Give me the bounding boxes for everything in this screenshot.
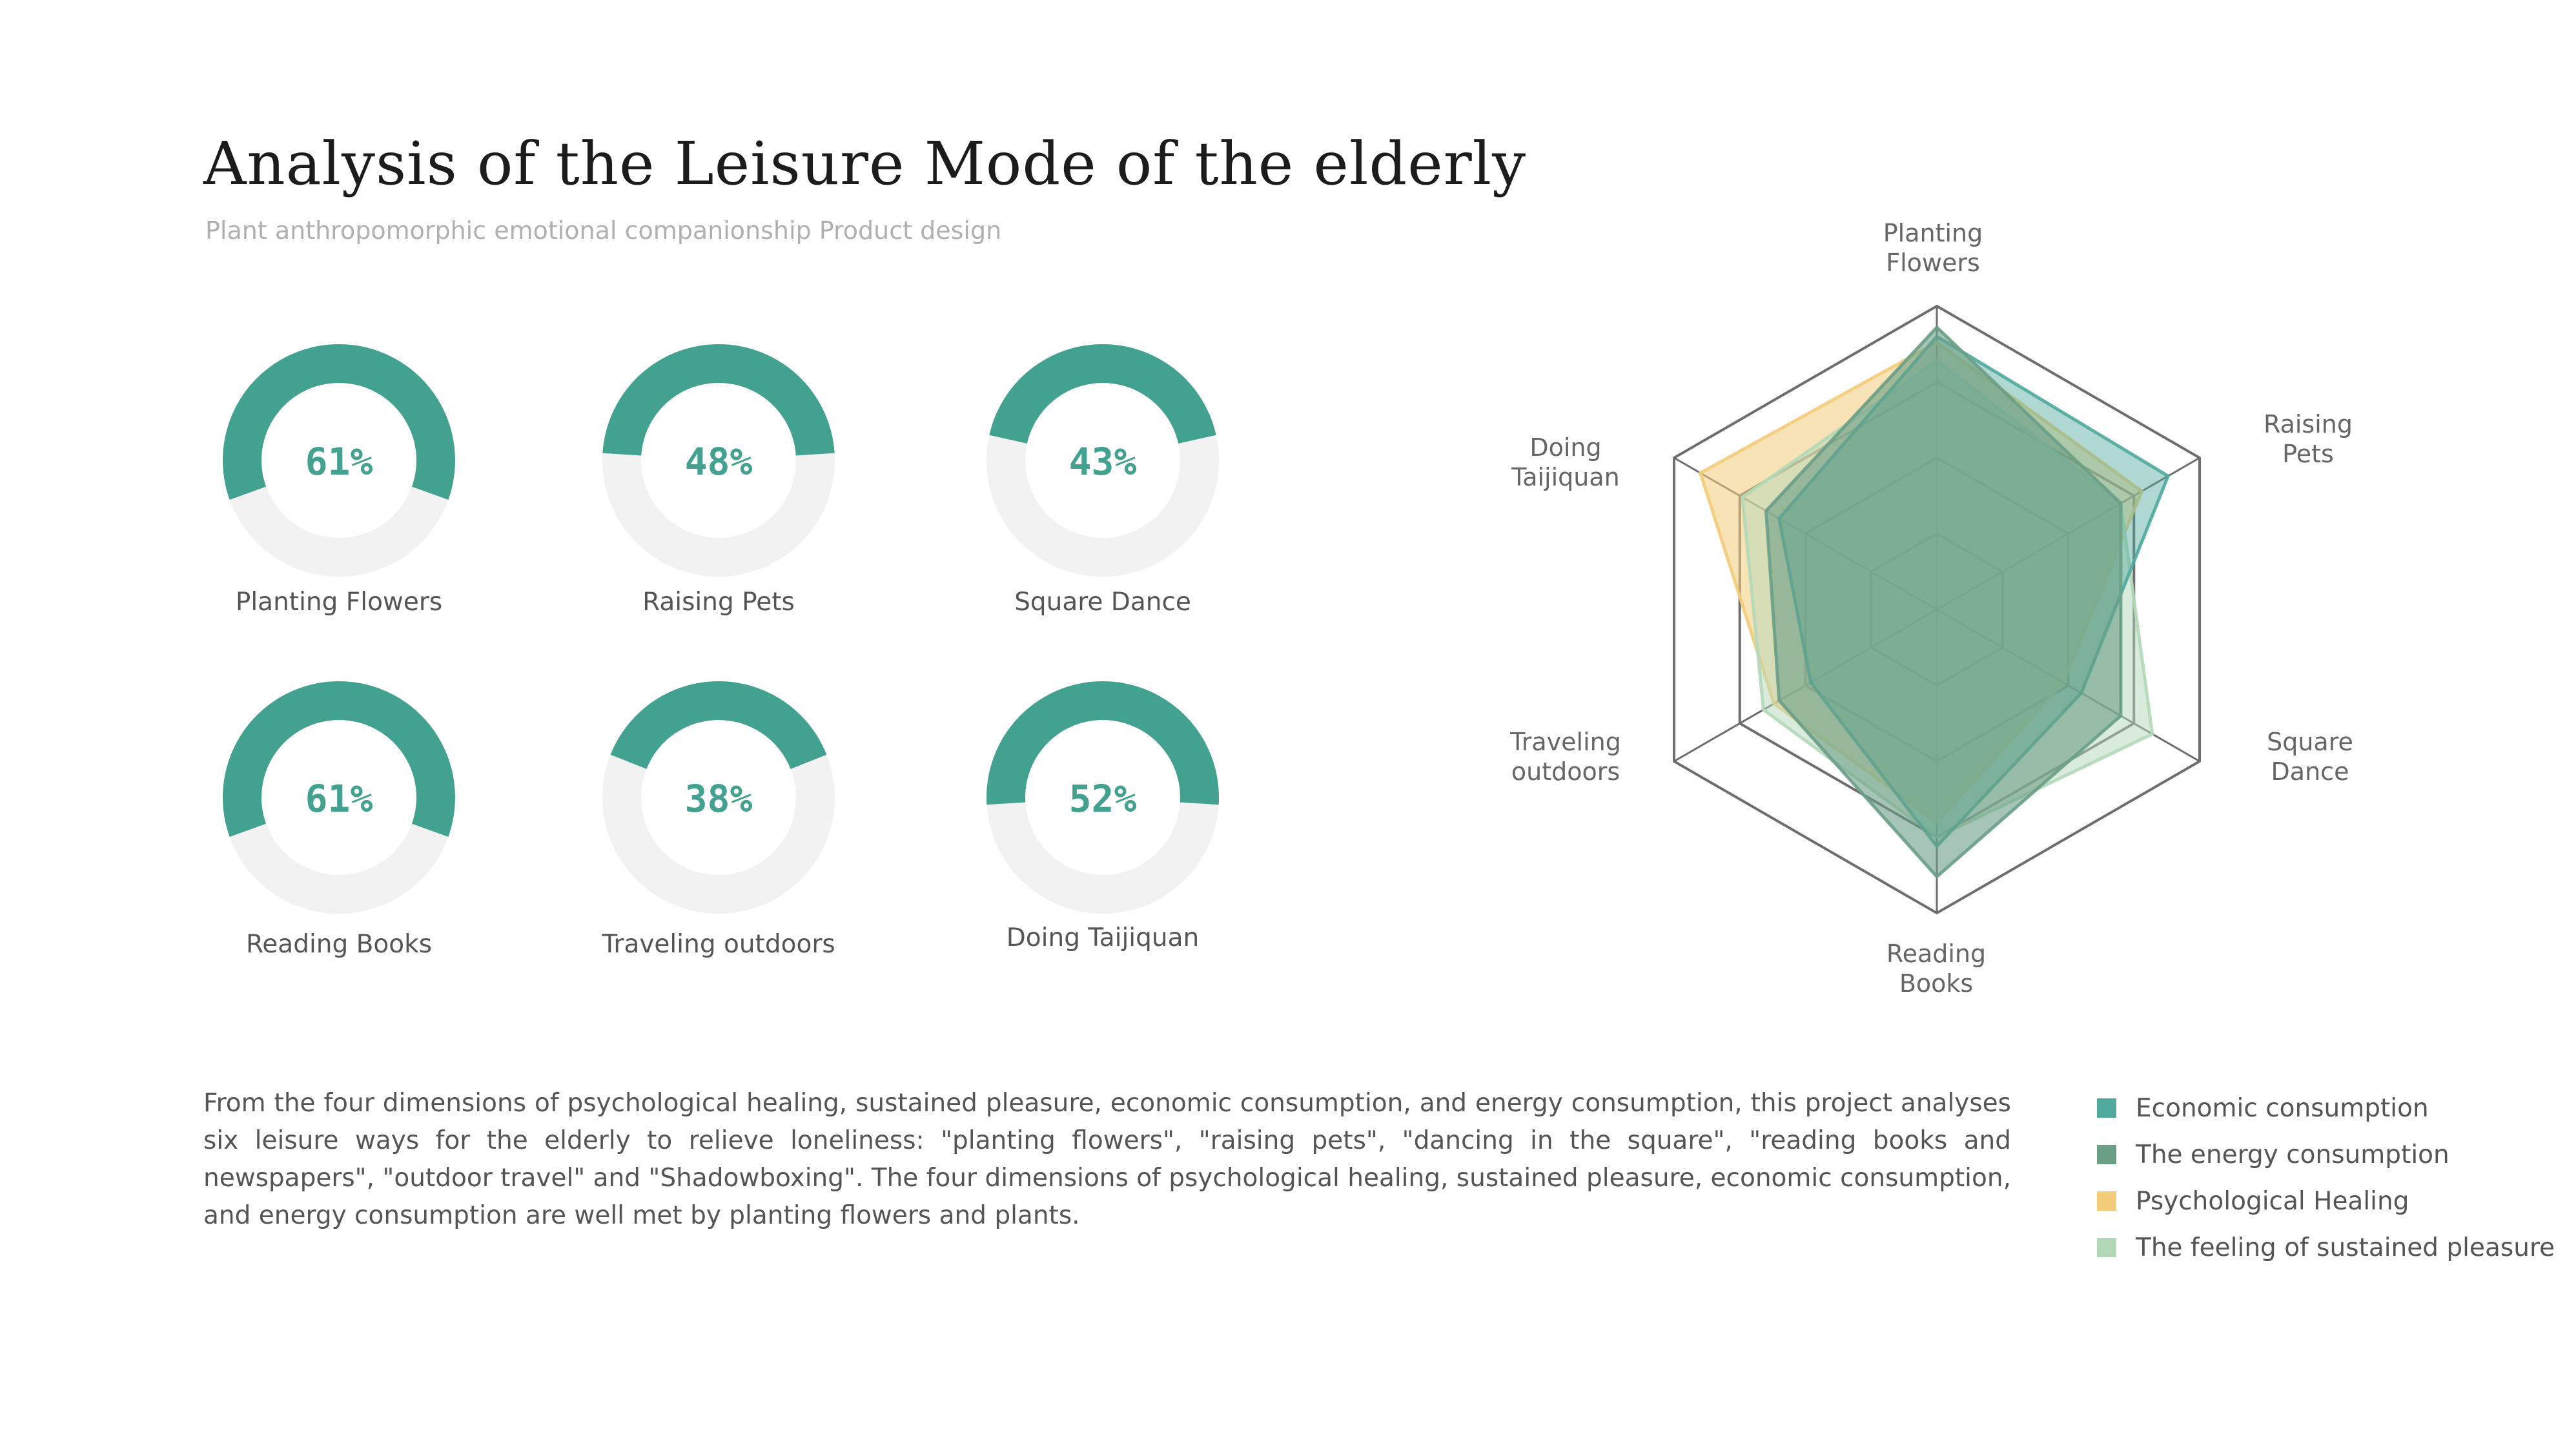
donut-label: Planting Flowers — [236, 588, 442, 617]
legend-item: The feeling of sustained pleasure — [2097, 1224, 2555, 1271]
legend-swatch-pleasure — [2097, 1238, 2116, 1257]
radar-axis-label-line: Doing — [1529, 433, 1602, 462]
donut-label: Raising Pets — [642, 588, 795, 617]
legend-swatch-economic — [2097, 1098, 2116, 1118]
legend-label: The feeling of sustained pleasure — [2136, 1233, 2555, 1262]
radar-axis-label-line: Dance — [2271, 757, 2349, 786]
radar-axis-label-line: Square — [2267, 728, 2353, 756]
page-title: Analysis of the Leisure Mode of the elde… — [203, 129, 1527, 198]
legend-label: Psychological Healing — [2136, 1186, 2409, 1216]
radar-axis-label-line: outdoors — [1511, 757, 1620, 786]
radar-axis-label-line: Pets — [2282, 440, 2334, 468]
radar-axis-label: Traveling outdoors — [1436, 727, 1695, 786]
donut-value-arc — [989, 344, 1216, 444]
legend-swatch-psychological — [2097, 1191, 2116, 1211]
donut-value-arc — [223, 681, 455, 837]
radar-axis-label-line: Books — [1899, 969, 1974, 998]
donut-percentage: 61% — [305, 440, 373, 484]
donut-value-arc — [222, 344, 455, 500]
description-text: From the four dimensions of psychologica… — [203, 1089, 2011, 1230]
donut-value-arc — [986, 681, 1219, 805]
radar-axis-label: Reading Books — [1807, 939, 2065, 998]
donut-percentage: 61% — [305, 777, 373, 821]
radar-axis-label: Doing Taijiquan — [1436, 433, 1695, 492]
donut-label: Doing Taijiquan — [1007, 923, 1199, 952]
legend-item: The energy consumption — [2097, 1131, 2555, 1178]
legend-label: Economic consumption — [2136, 1093, 2429, 1123]
donut-percentage: 38% — [685, 777, 753, 821]
radar-axis-label-line: Taijiquan — [1511, 463, 1620, 491]
radar-axis-label: Square Dance — [2181, 727, 2439, 786]
legend-label: The energy consumption — [2136, 1140, 2449, 1169]
radar-axis-label-line: Traveling — [1510, 728, 1621, 756]
radar-axis-label: Raising Pets — [2179, 409, 2437, 469]
page-subtitle: Plant anthropomorphic emotional companio… — [205, 216, 1002, 245]
donut-value-arc — [610, 681, 827, 769]
legend-swatch-energy — [2097, 1145, 2116, 1164]
donut-label: Reading Books — [246, 930, 432, 959]
radar-series-polygon — [1764, 325, 2123, 879]
radar-axis-label-line: Flowers — [1886, 249, 1980, 277]
legend-item: Economic consumption — [2097, 1085, 2555, 1131]
radar-axis-label-line: Raising — [2264, 410, 2353, 438]
radar-axis-label-line: Planting — [1883, 219, 1983, 247]
donut-label: Traveling outdoors — [601, 930, 835, 959]
donut-value-arc — [602, 344, 835, 456]
radar-axis-label-line: Reading — [1886, 940, 1987, 968]
donut-label: Square Dance — [1014, 588, 1191, 617]
donut-percentage: 48% — [685, 440, 753, 484]
radar-legend: Economic consumption The energy consumpt… — [2097, 1085, 2555, 1271]
radar-axis-label: Planting Flowers — [1804, 218, 2062, 278]
donut-percentage: 52% — [1069, 777, 1137, 821]
donut-percentage: 43% — [1069, 440, 1137, 484]
legend-item: Psychological Healing — [2097, 1178, 2555, 1224]
